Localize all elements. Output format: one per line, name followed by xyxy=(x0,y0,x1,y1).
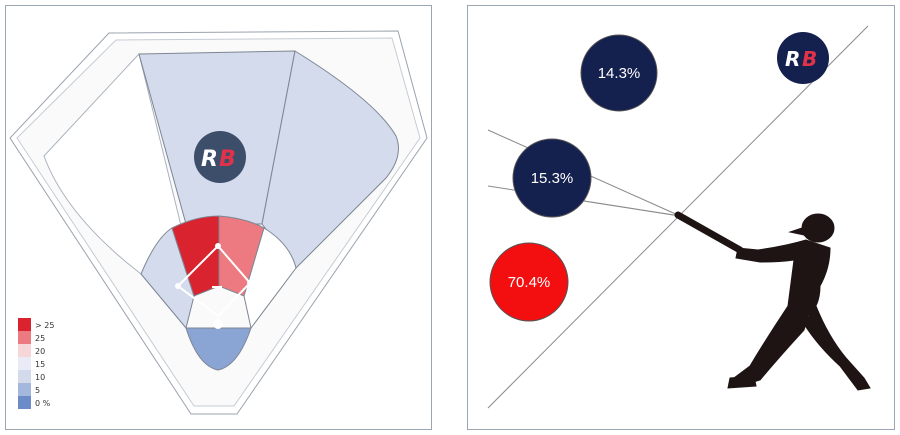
bubble: 70.4% xyxy=(489,242,569,322)
legend-swatch xyxy=(18,396,31,409)
legend-label: 10 xyxy=(35,373,45,382)
svg-text:B: B xyxy=(219,147,236,172)
infield-diamond xyxy=(176,244,252,318)
svg-text:R: R xyxy=(785,47,800,71)
zone-home-plate xyxy=(185,327,252,371)
svg-text:15.3%: 15.3% xyxy=(531,170,574,187)
svg-text:14.3%: 14.3% xyxy=(598,65,641,82)
spray-heatmap-chart: R B > 25 25 20 15 10 5 0 % xyxy=(9,30,428,415)
base-first xyxy=(247,280,253,286)
legend-swatch xyxy=(18,383,31,396)
svg-text:70.4%: 70.4% xyxy=(508,274,551,291)
legend: > 25 25 20 15 10 5 0 % xyxy=(18,318,54,409)
legend-swatch xyxy=(18,357,31,370)
legend-label: 20 xyxy=(35,347,45,356)
batted-ball-chart: 14.3% 15.3% 70.4% R B xyxy=(487,25,871,409)
rb-logo: R B xyxy=(777,32,829,84)
legend-label: 5 xyxy=(35,386,40,395)
legend-label: 25 xyxy=(35,334,45,343)
base-third xyxy=(175,283,181,289)
legend-swatch xyxy=(18,318,31,331)
batted-ball-panel: 14.3% 15.3% 70.4% R B xyxy=(467,5,895,430)
zone-deep-right xyxy=(261,50,399,269)
bubble: 14.3% xyxy=(580,34,658,112)
legend-swatch xyxy=(18,370,31,383)
bubble: 15.3% xyxy=(512,138,592,218)
rb-logo: R B xyxy=(194,131,246,183)
legend-swatch xyxy=(18,344,31,357)
batter-silhouette-icon xyxy=(674,211,871,391)
pitcher-mound xyxy=(212,286,222,288)
legend-swatch xyxy=(18,331,31,344)
legend-label: 0 % xyxy=(35,399,51,408)
zone-infield-right xyxy=(243,227,297,330)
legend-label: 15 xyxy=(35,360,45,369)
base-second xyxy=(215,243,221,249)
home-base xyxy=(213,319,223,329)
svg-text:B: B xyxy=(802,47,817,71)
legend-label: > 25 xyxy=(35,321,54,330)
svg-text:R: R xyxy=(201,147,218,172)
spray-heatmap-panel: R B > 25 25 20 15 10 5 0 % xyxy=(5,5,432,430)
